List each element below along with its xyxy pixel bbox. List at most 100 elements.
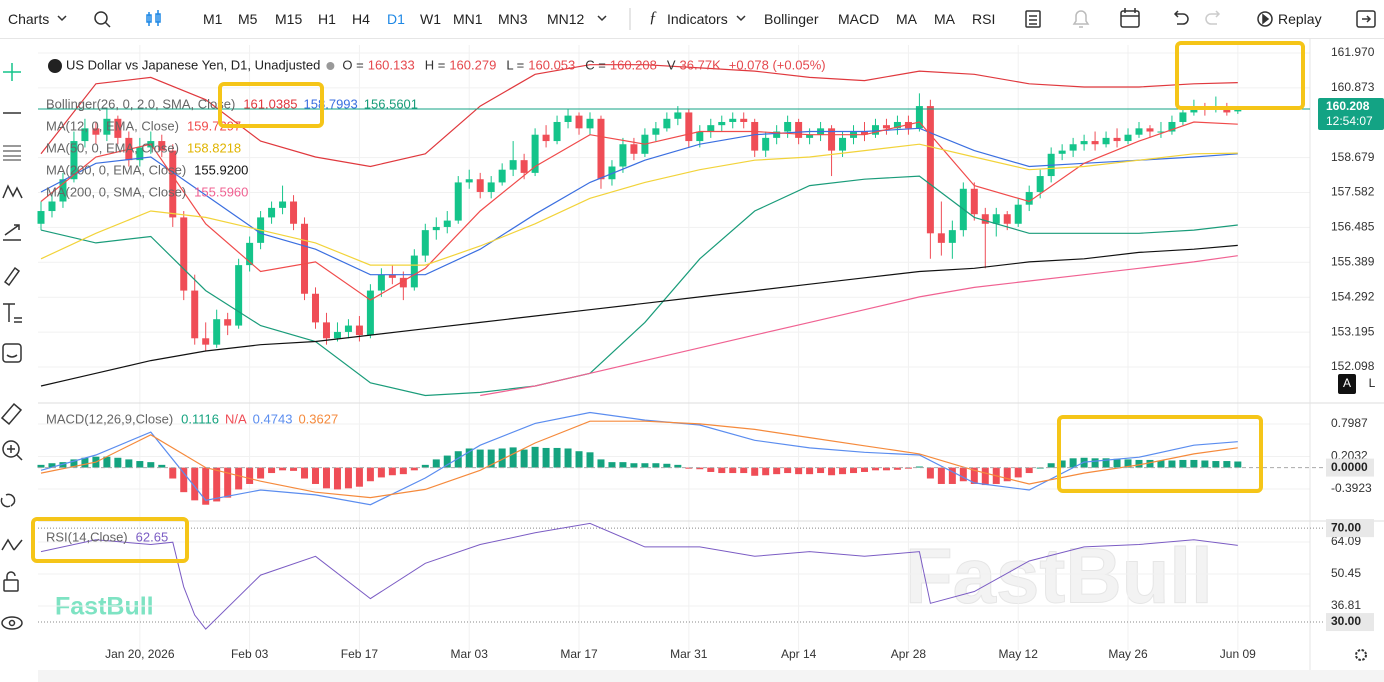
draw-lock[interactable] [1,538,23,551]
timeframe-button[interactable]: H1 [318,11,336,27]
candle-body [476,179,484,192]
x-tick-label: May 12 [999,647,1039,661]
candle-body [70,141,78,180]
alert-icon[interactable] [1072,10,1090,28]
axis-mode[interactable]: A [1343,376,1351,390]
macd-bar [443,455,451,468]
ohlc-value: 160.208 [610,57,657,72]
magnet-tool[interactable] [0,493,16,508]
ohlc-label: H = [425,57,446,72]
macd-bar [806,467,814,475]
chevron[interactable] [597,15,607,22]
macd-bar [981,467,989,486]
indicator-button[interactable]: MA [934,11,955,27]
macd-bar [114,457,122,468]
timeframe-button[interactable]: MN1 [453,11,483,27]
fib-tool[interactable] [3,145,21,161]
indicator-name: Bollinger(26, 0, 2.0, SMA, Close) [46,96,235,111]
indicator-value: 159.7297 [187,118,241,133]
indicator-button[interactable]: Bollinger [764,11,819,27]
y-tick-label: 156.485 [1331,220,1375,234]
candle-body [784,121,792,132]
macd-bar [147,462,155,468]
timeframe-button[interactable]: MN3 [498,11,528,27]
indicator-name: RSI(14,Close) [46,529,128,544]
zoom-tool[interactable] [2,440,20,458]
macd-bar [1003,467,1011,482]
replay-icon[interactable] [1257,11,1273,27]
emoji-tool[interactable] [2,343,22,363]
candle-body [1091,141,1099,145]
text-tool[interactable] [3,303,22,323]
candle-body [37,211,45,224]
macd-bar [1157,460,1165,468]
dif-value: 0.4743 [253,411,293,426]
candle-body [762,137,770,151]
replay-button[interactable]: Replay [1278,11,1322,27]
candle-body [751,121,759,151]
ruler-tool[interactable] [0,402,23,426]
fx-icon[interactable]: ƒ [649,9,657,26]
macd-bar [970,467,978,484]
highlight-box [218,82,324,128]
candle-body [1014,204,1022,224]
eye-tool[interactable] [1,616,23,630]
timeframe-button[interactable]: H4 [352,11,370,27]
calendar-icon[interactable] [1120,10,1140,28]
y-tick-label: 161.970 [1331,45,1375,59]
macd-bar [344,467,352,489]
candle-body [597,118,605,180]
grid: FastBull FastBull [38,38,1384,682]
timeframe-button[interactable]: M5 [238,11,258,27]
indicator-button[interactable]: MACD [838,11,880,27]
candle-body [707,125,715,132]
settings-icon[interactable] [1355,649,1367,661]
crosshair-tool[interactable] [3,63,21,81]
layout-icon[interactable] [1025,10,1041,28]
brush-tool[interactable] [3,266,21,287]
timeframe-button[interactable]: MN12 [547,11,585,27]
macd-bar [586,452,594,468]
macd-bar [718,467,726,474]
axis-mode-bg [1338,374,1356,394]
charts-menu[interactable]: Charts [8,11,50,27]
indicator-value: 161.0385 [243,96,297,111]
candle-body [806,134,814,138]
ohlc-value: 160.053 [528,57,575,72]
candle-icon[interactable] [146,10,161,26]
macd-bar [388,467,396,476]
search-icon[interactable] [94,11,108,25]
countdown: 12:54:07 [1326,114,1373,128]
macd-bar [707,467,715,472]
lock-tool[interactable] [3,579,19,592]
timeframe-button[interactable]: W1 [420,11,441,27]
timeframe-button[interactable]: D1 [387,11,405,27]
macd-bar [48,463,56,468]
undo-icon[interactable] [1173,10,1189,25]
x-tick-label: Jan 20, 2026 [105,647,175,661]
macd-bar [1047,463,1055,468]
candle-body [564,115,572,122]
indicator-button[interactable]: RSI [972,11,996,27]
candle-body [663,118,671,129]
trend-tool[interactable] [3,224,21,241]
indicator-button[interactable]: MA [896,11,917,27]
macd-bar [180,467,188,493]
candle-body [696,131,704,142]
candle-body [740,118,748,122]
x-tick-label: Jun 09 [1220,647,1256,661]
ohlc-label: L = [506,57,524,72]
indicators-menu[interactable]: Indicators [667,11,728,27]
timeframe-button[interactable]: M15 [275,11,303,27]
macd-bar [213,467,221,502]
pattern-tool[interactable] [2,184,23,199]
fullscreen-icon[interactable] [1356,10,1376,28]
macd-bar [948,467,956,484]
current-tag [1326,458,1374,477]
indicator-line [40,143,1238,266]
redo-icon[interactable] [1205,10,1221,25]
axis-mode[interactable]: L [1369,376,1376,390]
candle-body [136,147,144,161]
macd-bar [1168,460,1176,468]
timeframe-button[interactable]: M1 [203,11,223,27]
